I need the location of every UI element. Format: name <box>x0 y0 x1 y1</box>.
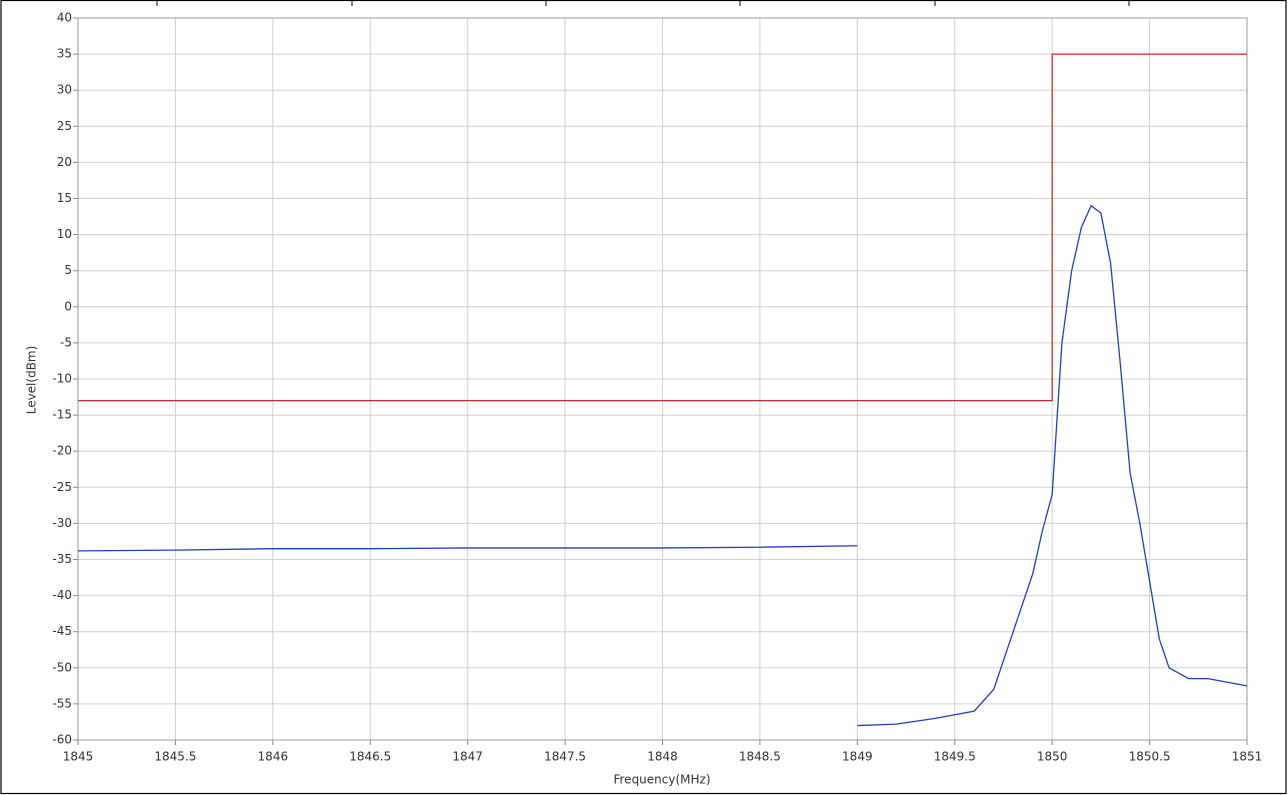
x-tick-label: 1848.5 <box>739 750 781 764</box>
plot-frame <box>77 17 1248 741</box>
series-line <box>77 204 1248 727</box>
x-tick-label: 1850 <box>1037 750 1068 764</box>
x-tick-label: 1848 <box>647 750 678 764</box>
y-tick-label: 0 <box>64 299 72 313</box>
y-tick-label: 15 <box>57 191 72 205</box>
x-tick-label: 1849 <box>842 750 873 764</box>
y-tick-label: 5 <box>64 263 72 277</box>
x-tick-label: 1849.5 <box>934 750 976 764</box>
y-tick-label: 35 <box>57 47 72 61</box>
y-tick-label: 25 <box>57 119 72 133</box>
y-tick-label: -50 <box>52 660 72 674</box>
x-tick-label: 1850.5 <box>1129 750 1171 764</box>
y-tick-label: -10 <box>52 372 72 386</box>
y-tick-label: 30 <box>57 83 72 97</box>
x-tick-label: 1845.5 <box>154 750 196 764</box>
y-tick-label: -40 <box>52 588 72 602</box>
y-tick-label: 10 <box>57 227 72 241</box>
y-tick-label: -20 <box>52 444 72 458</box>
x-axis-label: Frequency(MHz) <box>613 773 710 787</box>
y-tick-label: -30 <box>52 516 72 530</box>
y-tick-label: 40 <box>57 11 72 25</box>
table-row <box>156 0 1130 6</box>
y-tick-label: 20 <box>57 155 72 169</box>
y-axis-label: Level(dBm) <box>25 346 39 415</box>
series-line <box>78 53 1247 402</box>
y-tick-label: -35 <box>52 552 72 566</box>
x-tick-label: 1847.5 <box>544 750 586 764</box>
x-tick-label: 1851 <box>1232 750 1263 764</box>
y-tick-label: -15 <box>52 408 72 422</box>
y-tick-label: -5 <box>60 335 72 349</box>
y-tick-label: -45 <box>52 624 72 638</box>
y-tick-label: -60 <box>52 733 72 747</box>
x-tick-label: 1846.5 <box>349 750 391 764</box>
x-tick-label: 1846 <box>258 750 289 764</box>
y-tick-label: -55 <box>52 696 72 710</box>
y-tick-label: -25 <box>52 480 72 494</box>
x-tick-label: 1847 <box>452 750 483 764</box>
x-tick-label: 1845 <box>63 750 94 764</box>
